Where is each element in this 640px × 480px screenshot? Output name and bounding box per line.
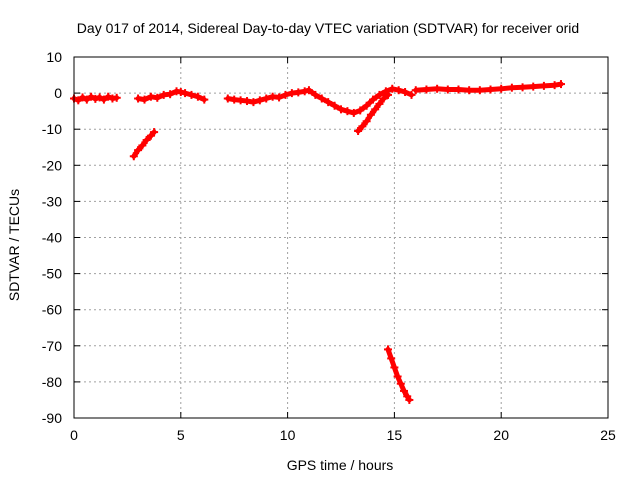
series-trace — [135, 88, 207, 103]
series-trace — [385, 346, 412, 403]
x-tick-label: 0 — [70, 427, 78, 443]
series-segment-2 — [134, 87, 209, 104]
series-trace — [131, 129, 157, 159]
y-tick-label: -80 — [42, 374, 62, 390]
x-tick-label: 5 — [177, 427, 185, 443]
x-tick-label: 10 — [280, 427, 296, 443]
data-points — [70, 80, 566, 404]
x-tick-label: 20 — [493, 427, 509, 443]
x-tick-label: 15 — [387, 427, 403, 443]
series-segment-5 — [354, 90, 392, 136]
y-tick-label: -20 — [42, 157, 62, 173]
grid — [74, 57, 608, 418]
y-tick-label: -10 — [42, 121, 62, 137]
y-tick-label: 0 — [54, 85, 62, 101]
series-trace — [71, 94, 120, 103]
y-tick-label: -30 — [42, 193, 62, 209]
y-tick-label: -40 — [42, 230, 62, 246]
y-axis-label: SDTVAR / TECUs — [6, 189, 22, 301]
series-segment-3 — [129, 128, 159, 161]
y-tick-label: -90 — [42, 410, 62, 426]
y-tick-label: -50 — [42, 266, 62, 282]
series-trace — [355, 92, 391, 134]
y-tick-label: -70 — [42, 338, 62, 354]
y-tick-label: -60 — [42, 302, 62, 318]
series-segment-4 — [223, 84, 416, 117]
x-tick-label: 25 — [600, 427, 616, 443]
series-trace — [413, 81, 564, 93]
series-segment-7 — [411, 80, 566, 95]
y-tick-label: 10 — [46, 49, 62, 65]
series-trace — [225, 86, 414, 116]
chart-title: Day 017 of 2014, Sidereal Day-to-day VTE… — [77, 20, 579, 36]
series-segment-6 — [383, 345, 414, 404]
x-axis-label: GPS time / hours — [287, 457, 394, 473]
axis-ticks: 0 5 10 15 20 25 10 0 -10 -20 -30 -40 -50 -60 -70 -80 -90 — [42, 49, 616, 443]
